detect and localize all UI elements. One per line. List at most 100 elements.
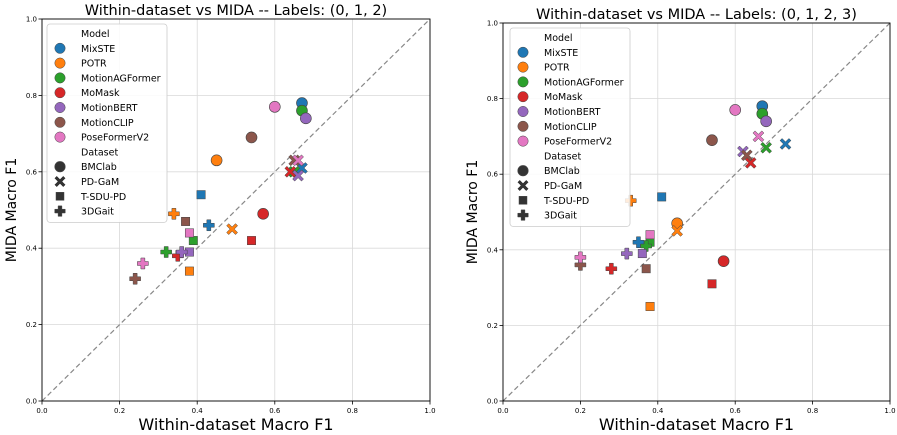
data-point — [160, 246, 172, 258]
legend-model-swatch — [517, 106, 529, 117]
data-point — [637, 249, 647, 259]
legend-dataset-label: T-SDU-PD — [543, 196, 589, 207]
data-point — [744, 157, 757, 169]
axes-frame — [502, 22, 891, 402]
y-axis-label: MIDA Macro F1 — [465, 160, 481, 265]
legend-model-label: PoseFormerV2 — [81, 133, 149, 144]
legend-model-swatch — [517, 135, 529, 147]
legend-dataset-label: 3DGait — [81, 207, 114, 218]
y-tick-label: 0.6 — [487, 171, 499, 179]
legend-model-swatch — [517, 61, 529, 73]
legend-dataset-marker — [55, 192, 65, 201]
axes-frame — [41, 18, 431, 402]
y-tick-label: 1.0 — [26, 16, 37, 24]
data-point — [257, 208, 269, 220]
diagonal-reference-line — [41, 18, 431, 402]
data-point — [574, 251, 587, 264]
data-point — [707, 279, 717, 289]
legend-dataset-header: Dataset — [544, 151, 581, 162]
legend-model-label: MotionCLIP — [81, 118, 134, 129]
data-point — [717, 255, 730, 267]
legend-model-swatch — [54, 131, 66, 143]
x-tick-label: 0.8 — [347, 407, 358, 415]
legend-dataset-marker — [54, 161, 66, 173]
x-axis-label: Within-dataset Macro F1 — [599, 415, 794, 434]
y-axis-label: MIDA Macro F1 — [4, 158, 20, 263]
y-tick-label: 0.2 — [26, 321, 37, 329]
data-point — [729, 104, 742, 116]
chart-title: Within-dataset vs MIDA -- Labels: (0, 1,… — [536, 7, 857, 23]
y-tick-label: 0.8 — [487, 95, 498, 103]
legend-model-swatch — [54, 57, 66, 69]
y-tick-label: 0.6 — [26, 168, 38, 176]
data-point — [621, 247, 633, 260]
legend-model-label: MixSTE — [81, 44, 115, 55]
legend-dataset-label: PD-GaM — [544, 181, 582, 192]
y-tick-label: 0.8 — [26, 92, 37, 100]
data-point — [268, 101, 281, 113]
data-point — [657, 192, 667, 202]
data-point — [137, 257, 149, 270]
data-point — [245, 131, 258, 144]
legend-model-label: POTR — [81, 59, 107, 70]
chart-panel-2: 0.0 0.2 0.4 0.6 0.8 1.0 0.0 0.2 0.4 0.6 0.8 1.0 With… — [465, 7, 896, 434]
data-points — [129, 97, 312, 285]
diagonal-reference-line — [502, 22, 891, 402]
legend-dataset-marker — [54, 205, 66, 217]
data-point — [226, 223, 238, 235]
data-point — [284, 165, 297, 178]
data-point — [760, 115, 772, 128]
legend-model-swatch — [54, 102, 66, 113]
y-tick-label: 0.4 — [26, 245, 38, 253]
data-point — [300, 112, 312, 125]
data-point — [740, 149, 753, 162]
legend-model-label: MixSTE — [544, 48, 578, 59]
x-tick-label: 1.0 — [424, 407, 435, 415]
x-tick-label: 0.2 — [575, 407, 586, 415]
data-point — [605, 262, 618, 275]
x-tick-label: 0.2 — [114, 407, 125, 415]
legend-model-label: MotionBERT — [81, 103, 138, 114]
x-tick-label: 0.6 — [269, 407, 281, 415]
data-point — [760, 141, 773, 154]
data-point — [181, 217, 191, 226]
data-point — [129, 273, 141, 285]
x-tick-label: 0.8 — [807, 407, 818, 415]
legend: Model MixSTE POTR MotionAGFormer MoMask Motio… — [46, 23, 168, 223]
legend-dataset-label: 3DGait — [544, 211, 577, 222]
x-axis-label: Within-dataset Macro F1 — [138, 415, 333, 434]
legend-model-label: MoMask — [81, 88, 120, 99]
legend-dataset-label: PD-GaM — [81, 177, 119, 188]
x-tick-label: 0.0 — [497, 407, 508, 415]
data-point — [175, 246, 188, 258]
data-points — [574, 100, 792, 311]
legend-model-header: Model — [544, 33, 573, 44]
data-point — [645, 230, 655, 240]
y-tick-label: 0.4 — [487, 246, 499, 254]
x-tick-label: 0.6 — [730, 407, 742, 415]
data-point — [184, 266, 194, 276]
legend-dataset-marker — [517, 179, 529, 192]
chart-title: Within-dataset vs MIDA -- Labels: (0, 1,… — [85, 3, 387, 19]
legend-model-label: MotionAGFormer — [544, 77, 624, 88]
legend-model-swatch — [54, 116, 66, 128]
legend-dataset-marker — [518, 196, 528, 205]
data-point — [184, 228, 194, 238]
legend-dataset-marker — [517, 209, 529, 221]
data-point — [640, 240, 652, 252]
data-point — [168, 208, 180, 220]
x-tick-label: 1.0 — [884, 407, 895, 415]
data-point — [210, 154, 223, 167]
legend-model-swatch — [54, 72, 66, 84]
legend-model-label: MoMask — [544, 92, 583, 103]
legend-model-label: MotionBERT — [544, 107, 601, 118]
chart-panel-1: 0.0 0.2 0.4 0.6 0.8 1.0 0.0 0.2 0.4 0.6 0.8 1.0 With… — [4, 3, 436, 434]
y-tick-label: 1.0 — [487, 20, 498, 28]
legend-dataset-marker — [517, 165, 529, 177]
legend-model-label: MotionAGFormer — [81, 73, 161, 84]
legend-model-swatch — [517, 120, 529, 132]
data-point — [292, 169, 304, 182]
legend-dataset-label: T-SDU-PD — [80, 192, 126, 203]
data-point — [641, 264, 651, 274]
